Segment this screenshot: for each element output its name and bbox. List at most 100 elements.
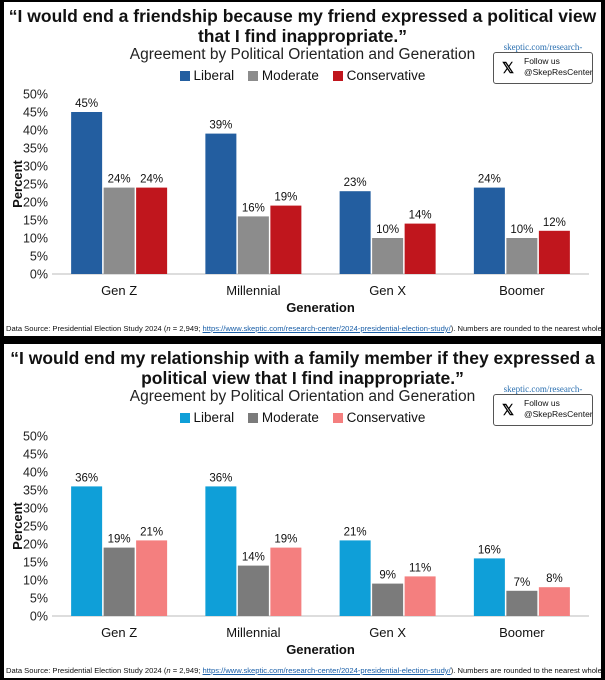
- legend-item-liberal: Liberal: [179, 68, 235, 83]
- x-tick-label: Millennial: [226, 625, 280, 640]
- data-label: 24%: [140, 174, 163, 186]
- badge-follow-label: Follow us: [524, 398, 560, 408]
- y-tick-label: 30%: [23, 160, 48, 174]
- chart-title: “I would end my relationship with a fami…: [4, 348, 601, 388]
- bar-liberal-boomer: [473, 558, 505, 616]
- x-tick-label: Gen X: [369, 625, 406, 640]
- x-axis-label: Generation: [286, 642, 355, 657]
- bar-moderate-boomer: [506, 238, 538, 274]
- bar-liberal-gen-z: [71, 112, 103, 274]
- x-axis-label: Generation: [286, 300, 355, 315]
- data-label: 9%: [379, 570, 396, 582]
- badge-follow-label: Follow us: [524, 56, 560, 66]
- x-logo-icon: 𝕏: [502, 402, 515, 419]
- legend-item-conservative: Conservative: [332, 410, 426, 425]
- bar-conservative-gen-x: [404, 223, 436, 274]
- bar-chart-family: 0% 5% 10% 15% 20% 25% 30% 35% 40% 45% 50% Percent Ge…: [10, 430, 589, 657]
- y-tick-label: 10%: [23, 574, 48, 588]
- bar-liberal-millennial: [205, 133, 237, 274]
- y-tick-label: 5%: [30, 592, 48, 606]
- data-label: 12%: [543, 217, 566, 229]
- data-label: 39%: [209, 120, 232, 132]
- y-tick-label: 45%: [23, 448, 48, 462]
- legend-swatch-moderate: [247, 413, 258, 423]
- data-label: 21%: [140, 526, 163, 538]
- x-tick-label: Gen Z: [101, 625, 137, 640]
- chart-title-line-2: that I find inappropriate.”: [197, 26, 408, 46]
- y-tick-label: 25%: [23, 520, 48, 534]
- y-tick-label: 40%: [23, 466, 48, 480]
- data-label: 7%: [514, 577, 531, 589]
- legend-swatch-moderate: [247, 71, 258, 81]
- bar-moderate-gen-x: [372, 238, 404, 274]
- y-axis-label: Percent: [10, 159, 25, 207]
- source-count: = 2,949;: [170, 324, 203, 333]
- data-label: 16%: [478, 544, 501, 556]
- x-tick-label: Boomer: [499, 283, 545, 298]
- chart-legend: Liberal Moderate Conservative: [4, 410, 601, 425]
- bar-liberal-gen-z: [71, 486, 103, 616]
- follow-badge[interactable]: 𝕏 Follow us @SkepResCenter: [493, 394, 593, 426]
- follow-badge[interactable]: 𝕏 Follow us @SkepResCenter: [493, 52, 593, 84]
- bar-liberal-gen-x: [339, 540, 371, 616]
- y-tick-label: 0%: [30, 268, 48, 282]
- y-tick-label: 20%: [23, 196, 48, 210]
- legend-label: Moderate: [261, 410, 319, 425]
- data-label: 24%: [478, 174, 501, 186]
- source-suffix: ). Numbers are rounded to the nearest wh…: [450, 666, 601, 675]
- bar-liberal-gen-x: [339, 191, 371, 274]
- data-label: 36%: [75, 472, 98, 484]
- y-tick-label: 10%: [23, 232, 48, 246]
- x-tick-label: Millennial: [226, 283, 280, 298]
- source-suffix: ). Numbers are rounded to the nearest wh…: [450, 324, 601, 333]
- bar-conservative-boomer: [538, 587, 570, 616]
- legend-swatch-conservative: [332, 71, 343, 81]
- bar-conservative-gen-z: [136, 540, 168, 616]
- source-prefix: Data Source: Presidential Election Study…: [6, 324, 167, 333]
- y-tick-label: 50%: [23, 88, 48, 102]
- legend-swatch-liberal: [179, 71, 190, 81]
- chart-panel-family: “I would end my relationship with a fami…: [4, 344, 601, 678]
- chart-subtitle: Agreement by Political Orientation and G…: [129, 46, 476, 63]
- y-tick-label: 45%: [23, 106, 48, 120]
- y-tick-label: 30%: [23, 502, 48, 516]
- data-label: 23%: [344, 177, 367, 189]
- bar-chart-friendship: 0% 5% 10% 15% 20% 25% 30% 35% 40% 45% 50% Percent Ge…: [10, 88, 589, 315]
- legend-label: Moderate: [261, 68, 319, 83]
- data-label: 21%: [344, 526, 367, 538]
- legend-item-moderate: Moderate: [247, 68, 319, 83]
- source-prefix: Data Source: Presidential Election Study…: [6, 666, 167, 675]
- data-label: 11%: [409, 562, 431, 574]
- chart-panel-friendship: “I would end a friendship because my fri…: [4, 2, 601, 336]
- y-tick-label: 20%: [23, 538, 48, 552]
- y-tick-label: 35%: [23, 142, 48, 156]
- data-label: 8%: [546, 573, 563, 585]
- badge-handle: @SkepResCenter: [524, 409, 593, 419]
- data-label: 10%: [510, 224, 533, 236]
- y-tick-label: 15%: [23, 214, 48, 228]
- bar-conservative-gen-z: [136, 187, 168, 274]
- source-link[interactable]: https://www.skeptic.com/research-center/…: [202, 666, 451, 675]
- bar-moderate-millennial: [237, 216, 269, 274]
- bar-moderate-boomer: [506, 590, 538, 616]
- x-logo-icon: 𝕏: [502, 60, 515, 77]
- data-label: 16%: [242, 202, 265, 214]
- chart-title-line-2: political view that I find inappropriate…: [141, 368, 464, 388]
- source-n: n: [166, 666, 171, 675]
- y-tick-label: 15%: [23, 556, 48, 570]
- x-tick-label: Boomer: [499, 625, 545, 640]
- bar-conservative-millennial: [270, 547, 302, 616]
- legend-label: Liberal: [193, 68, 235, 83]
- badge-follow-text: Follow us @SkepResCenter: [524, 56, 593, 78]
- legend-swatch-conservative: [332, 413, 343, 423]
- source-link[interactable]: https://www.skeptic.com/research-center/…: [202, 324, 451, 333]
- y-tick-label: 5%: [30, 250, 48, 264]
- legend-label: Conservative: [346, 410, 426, 425]
- bar-moderate-gen-x: [372, 583, 404, 616]
- chart-subtitle: Agreement by Political Orientation and G…: [129, 388, 476, 405]
- y-tick-label: 0%: [30, 610, 48, 624]
- bar-moderate-gen-z: [103, 547, 135, 616]
- legend-item-moderate: Moderate: [247, 410, 319, 425]
- chart-title-line-1: “I would end my relationship with a fami…: [10, 348, 595, 368]
- bar-moderate-millennial: [237, 565, 269, 616]
